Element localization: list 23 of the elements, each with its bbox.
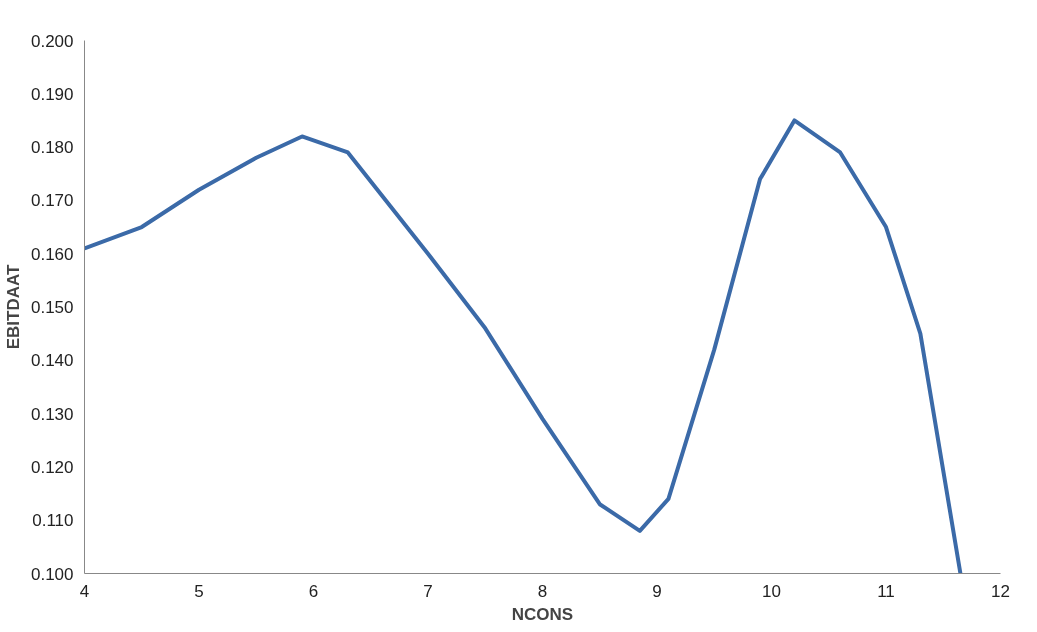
y-tick-label: 0.160 (30, 244, 74, 264)
y-tick-label: 0.200 (30, 31, 74, 51)
y-tick-label: 0.150 (30, 298, 74, 317)
line-series (84, 118, 963, 574)
y-tick-label: 0.190 (30, 84, 74, 104)
y-tick-label: 0.130 (30, 404, 74, 424)
x-tick-label: 5 (194, 581, 204, 601)
x-tick-label: 9 (652, 581, 662, 601)
x-tick-label: 8 (537, 581, 548, 601)
y-tick-label: 0.110 (32, 511, 74, 531)
y-tick-label: 0.120 (30, 457, 74, 477)
x-tick-label: 12 (991, 581, 1010, 601)
y-tick-label: 0.140 (30, 351, 74, 371)
x-tick-label: 6 (308, 581, 319, 601)
x-tick-label: 4 (79, 581, 90, 601)
y-tick-label: 0.100 (30, 564, 74, 584)
y-tick-label: 0.180 (30, 138, 74, 158)
x-tick-label: 7 (423, 581, 433, 601)
x-tick-label: 10 (762, 581, 781, 601)
x-axis-title: NCONS (511, 604, 574, 624)
x-tick-label: 11 (877, 581, 895, 601)
y-tick-label: 0.170 (30, 191, 74, 211)
y-axis-title: EBITDAAT (3, 264, 23, 350)
